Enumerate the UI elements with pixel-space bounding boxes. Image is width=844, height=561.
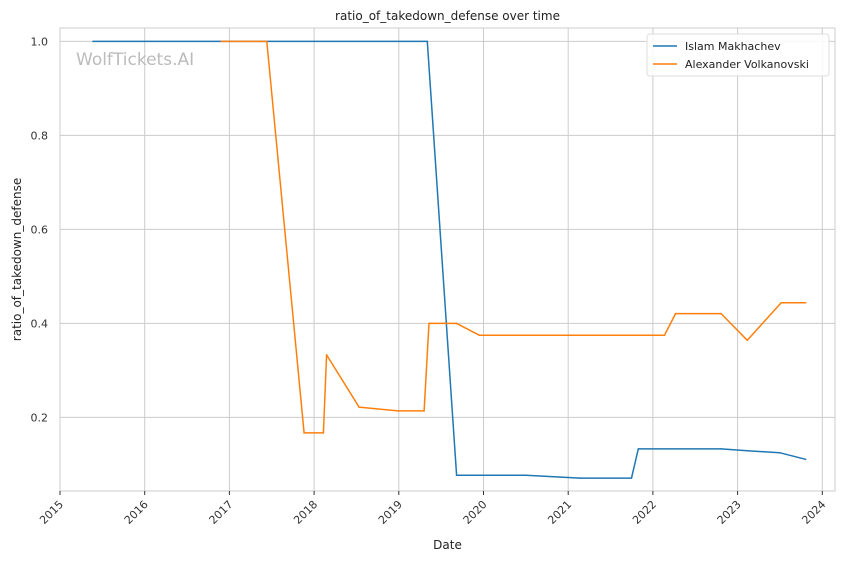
y-tick-label: 0.4 <box>31 317 49 330</box>
data-point <box>746 450 749 452</box>
data-point <box>220 40 223 43</box>
x-tick-label: 2021 <box>545 498 574 527</box>
data-point <box>746 339 749 342</box>
chart-title: ratio_of_takedown_defense over time <box>335 9 560 23</box>
x-tick-label: 2024 <box>799 498 828 527</box>
data-point <box>92 40 94 43</box>
data-point <box>426 40 429 43</box>
data-point <box>663 334 666 337</box>
data-point <box>303 432 305 434</box>
x-tick-label: 2023 <box>715 498 744 527</box>
x-tick-label: 2019 <box>376 498 405 527</box>
x-tick-label: 2018 <box>291 498 320 527</box>
data-point <box>455 322 458 325</box>
x-tick-label: 2016 <box>122 498 151 527</box>
series-line-0 <box>93 40 806 479</box>
data-point <box>423 410 425 412</box>
x-tick-label: 2022 <box>630 498 659 527</box>
data-point <box>778 451 781 454</box>
y-tick-label: 0.2 <box>31 411 49 424</box>
x-axis-ticks: 2015 2016 2017 2018 2019 2020 2021 2022 2023 2024 <box>37 491 828 527</box>
grid-lines <box>59 28 835 491</box>
legend: Islam Makhachev Alexander Volkanovski <box>646 33 830 77</box>
x-tick-label: 2020 <box>461 498 490 527</box>
data-point <box>674 312 677 315</box>
legend-label: Islam Makhachev <box>685 40 781 53</box>
y-tick-label: 1.0 <box>31 35 49 48</box>
data-point <box>720 448 722 450</box>
data-point <box>630 477 633 479</box>
x-axis-label: Date <box>433 538 462 552</box>
y-axis-ticks: 0.2 0.4 0.6 0.8 1.0 <box>31 35 49 424</box>
plot-area <box>59 27 836 492</box>
data-point <box>579 477 581 479</box>
data-point <box>325 354 328 356</box>
data-point <box>358 406 360 408</box>
data-point <box>266 40 268 43</box>
legend-label: Alexander Volkanovski <box>685 58 809 71</box>
data-point <box>524 474 527 477</box>
y-axis-label: ratio_of_takedown_defense <box>10 178 24 341</box>
data-point <box>720 312 722 315</box>
x-tick-label: 2017 <box>207 498 236 527</box>
data-point <box>637 448 640 450</box>
data-point <box>804 458 807 461</box>
series-line-1 <box>221 40 806 434</box>
watermark-text: WolfTickets.AI <box>76 50 194 70</box>
data-point <box>428 322 430 325</box>
data-point <box>478 334 481 337</box>
data-point <box>322 432 325 434</box>
data-point <box>455 474 458 477</box>
x-tick-label: 2015 <box>37 498 66 527</box>
data-point <box>804 301 807 304</box>
legend-box <box>646 33 830 77</box>
y-tick-label: 0.8 <box>31 129 49 142</box>
series-layer <box>92 40 807 479</box>
y-tick-label: 0.6 <box>31 223 49 236</box>
data-point <box>397 410 399 412</box>
data-point <box>780 301 782 304</box>
